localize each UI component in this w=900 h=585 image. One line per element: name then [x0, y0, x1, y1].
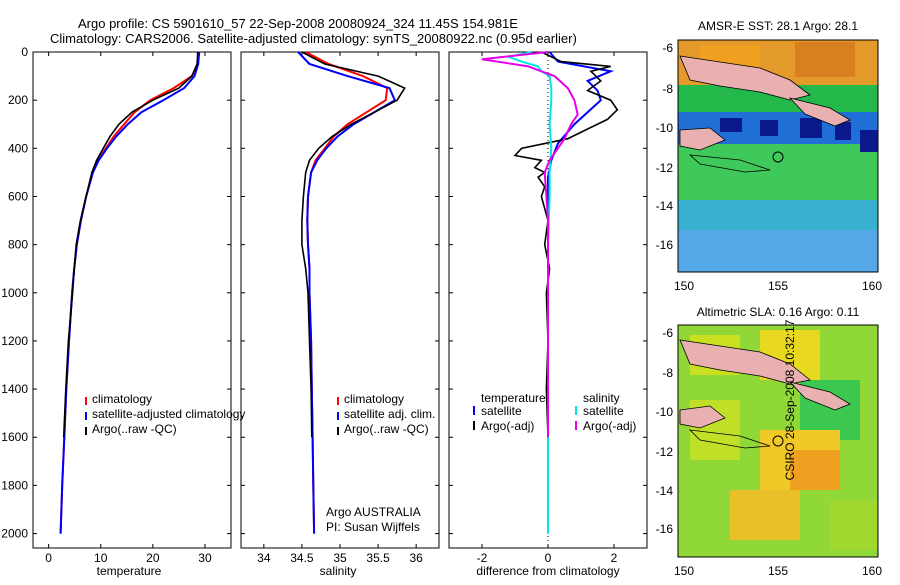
salinity-x-axis: 34 34.5 35 35.5 36: [257, 52, 423, 565]
x-tick-label: 0: [545, 551, 552, 565]
svg-text:150: 150: [674, 279, 694, 293]
sla-map-yticks: -6 -8 -10 -12 -14 -16: [656, 326, 674, 536]
depth-tick-label: 400: [8, 141, 28, 155]
series-line-salinity-satellite: [504, 51, 553, 534]
svg-text:-12: -12: [656, 161, 674, 175]
x-tick-label: 35.5: [366, 551, 390, 565]
difference-panel: -2 0 2 difference from climatology tempera…: [448, 51, 648, 578]
svg-text:150: 150: [674, 564, 694, 578]
temperature-plot-frame: [32, 51, 232, 549]
legend-climatology: climatology: [344, 392, 404, 406]
argo-australia-label: Argo AUSTRALIA: [326, 505, 421, 519]
svg-text:-16: -16: [656, 522, 674, 536]
depth-tick-label: 1000: [1, 286, 28, 300]
svg-text:-6: -6: [662, 326, 673, 340]
temperature-panel: 0 200 400 600 800 1000 1200 1400 1600 1800 2000 0 1…: [1, 45, 245, 578]
x-tick-label: 34: [257, 551, 271, 565]
sst-map: AMSR-E SST: 28.1 Argo: 28.1 -6 -8 -10: [656, 19, 883, 293]
x-tick-label: 30: [198, 551, 212, 565]
svg-text:-14: -14: [656, 484, 674, 498]
sst-map-yticks: -6 -8 -10 -12 -14 -16: [656, 41, 674, 252]
svg-text:-8: -8: [662, 366, 673, 380]
legend-temp-argo: Argo(-adj): [481, 419, 534, 433]
x-tick-label: -2: [477, 551, 488, 565]
svg-text:-14: -14: [656, 199, 674, 213]
x-tick-label: 2: [611, 551, 618, 565]
x-tick-label: 20: [146, 551, 160, 565]
depth-tick-label: 0: [21, 45, 28, 59]
series-line-argo-raw-qc: [301, 51, 406, 438]
sla-map-title: Altimetric SLA: 0.16 Argo: 0.11: [697, 305, 860, 319]
svg-text:160: 160: [862, 564, 882, 578]
difference-legend: temperature satellite Argo(-adj) salinit…: [473, 391, 636, 433]
legend-satellite-adj: satellite adj. clim.: [344, 407, 435, 421]
series-line-climatology: [59, 51, 200, 534]
series-line-temperature-argo-adj: [513, 51, 619, 438]
legend-title-temperature: temperature: [481, 391, 546, 405]
legend-argo: Argo(..raw -QC): [92, 422, 177, 436]
x-tick-label: 10: [94, 551, 108, 565]
pi-label: PI: Susan Wijffels: [326, 520, 420, 534]
x-tick-label: 36: [409, 551, 423, 565]
depth-tick-label: 1800: [1, 478, 28, 492]
header-line-1: Argo profile: CS 5901610_57 22-Sep-2008 …: [78, 16, 518, 31]
legend-title-salinity: salinity: [583, 391, 620, 405]
x-tick-label: 0: [45, 551, 52, 565]
legend-sal-satellite: satellite: [583, 404, 624, 418]
salinity-panel: 34 34.5 35 35.5 36 salinity climatology sate…: [240, 51, 440, 578]
legend-sal-argo: Argo(-adj): [583, 419, 636, 433]
depth-axis: 0 200 400 600 800 1000 1200 1400 1600 1800 2000: [1, 45, 28, 541]
legend-climatology: climatology: [92, 392, 152, 406]
argo-position-marker: [772, 435, 784, 447]
svg-text:-8: -8: [662, 82, 673, 96]
series-line-temperature-satellite: [547, 51, 615, 534]
difference-xlabel: difference from climatology: [476, 564, 619, 578]
side-stamp: CSIRO 28-Sep-2008 10:32:17: [783, 319, 797, 480]
svg-text:-10: -10: [656, 121, 674, 135]
svg-text:-12: -12: [656, 445, 674, 459]
legend-argo: Argo(..raw -QC): [344, 422, 429, 436]
depth-tick-label: 800: [8, 238, 28, 252]
depth-tick-label: 200: [8, 93, 28, 107]
sst-map-xticks: 150 155 160: [674, 279, 882, 293]
x-tick-label: 35: [333, 551, 347, 565]
difference-x-axis: -2 0 2: [477, 52, 618, 565]
depth-tick-label: 2000: [1, 527, 28, 541]
temperature-legend: climatology satellite-adjusted climatolo…: [85, 392, 245, 436]
x-tick-label: 34.5: [290, 551, 314, 565]
depth-tick-label: 600: [8, 189, 28, 203]
sst-map-frame: [677, 39, 879, 273]
salinity-xlabel: salinity: [320, 564, 357, 578]
series-line-climatology: [305, 51, 389, 534]
svg-text:160: 160: [862, 279, 882, 293]
temperature-x-axis: 0 10 20 30: [45, 52, 212, 565]
svg-text:-6: -6: [662, 41, 673, 55]
header-line-2: Climatology: CARS2006. Satellite-adjuste…: [50, 31, 577, 46]
sla-map-xticks: 150 155 160: [674, 564, 882, 578]
sla-map-frame: [677, 324, 879, 558]
legend-satellite-adjusted: satellite-adjusted climatology: [92, 407, 245, 421]
sst-map-title: AMSR-E SST: 28.1 Argo: 28.1: [698, 19, 858, 33]
svg-text:-10: -10: [656, 405, 674, 419]
argo-position-marker: [772, 151, 784, 163]
salinity-legend: climatology satellite adj. clim. Argo(..…: [337, 392, 435, 436]
sla-field: [678, 325, 878, 557]
svg-text:155: 155: [768, 279, 788, 293]
depth-tick-label: 1600: [1, 430, 28, 444]
sst-field: [678, 40, 878, 272]
depth-tick-label: 1400: [1, 382, 28, 396]
svg-text:155: 155: [768, 564, 788, 578]
series-line-salinity-argo-adj: [481, 51, 579, 438]
series-line-argo-raw-qc: [62, 51, 199, 438]
temperature-xlabel: temperature: [97, 564, 162, 578]
salinity-plot-frame: [240, 51, 440, 549]
series-line-satellite-adjusted-climatology: [59, 51, 201, 534]
sla-map: Altimetric SLA: 0.16 Argo: 0.11 -6 -8 -1…: [656, 305, 883, 578]
series-line-satellite-adj-clim: [297, 51, 397, 534]
depth-tick-label: 1200: [1, 334, 28, 348]
legend-temp-satellite: satellite: [481, 404, 522, 418]
svg-text:-16: -16: [656, 238, 674, 252]
